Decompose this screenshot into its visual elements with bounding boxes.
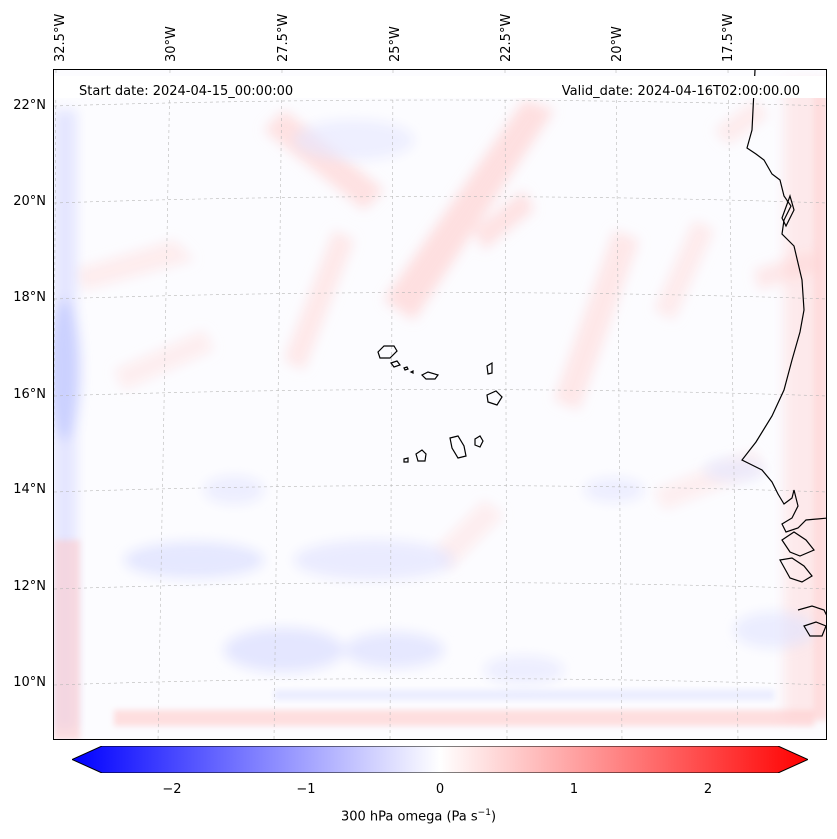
lon-label-27-5w: 27.5°W — [276, 13, 291, 62]
graticule — [54, 70, 826, 739]
lon-label-17-5w: 17.5°W — [721, 13, 736, 62]
lon-label-32-5w: 32.5°W — [53, 13, 68, 62]
boundary-artifacts — [54, 80, 826, 739]
lat-label-18n: 18°N — [13, 290, 46, 305]
lat-label-10n: 10°N — [13, 675, 46, 690]
positive-omega-regions — [74, 80, 824, 720]
lat-label-12n: 12°N — [13, 579, 46, 594]
colorbar-tick-minus-2: −2 — [162, 782, 182, 797]
valid-date-label: Valid_date: 2024-04-16T02:00:00.00 — [561, 84, 800, 99]
colorbar-tick-minus-1: −1 — [296, 782, 316, 797]
colorbar-label-prefix: 300 hPa omega (Pa s — [340, 809, 478, 825]
lon-label-30w: 30°W — [164, 26, 179, 62]
start-date-label: Start date: 2024-04-15_00:00:00 — [79, 84, 294, 99]
lon-label-22-5w: 22.5°W — [499, 13, 514, 62]
lat-label-22n: 22°N — [13, 98, 46, 113]
colorbar-label-suffix: ) — [490, 809, 497, 825]
colorbar — [72, 746, 808, 773]
lon-label-20w: 20°W — [610, 26, 625, 62]
colorbar-tick-0: 0 — [435, 782, 445, 797]
cape-verde-islands — [377, 345, 503, 463]
colorbar-label: 300 hPa omega (Pa s−1) — [0, 808, 837, 824]
field-background — [54, 70, 826, 739]
omega-field — [54, 70, 826, 739]
lat-label-16n: 16°N — [13, 387, 46, 402]
map-panel: Start date: 2024-04-15_00:00:00 Valid_da… — [53, 69, 827, 740]
date-header-band: Start date: 2024-04-15_00:00:00 Valid_da… — [54, 76, 826, 99]
colorbar-tick-1: 1 — [569, 782, 579, 797]
colorbar-gradient — [72, 746, 808, 773]
west-africa-coastline — [741, 70, 826, 637]
lon-label-25w: 25°W — [388, 26, 403, 62]
colorbar-tick-2: 2 — [703, 782, 713, 797]
lat-label-14n: 14°N — [13, 482, 46, 497]
colorbar-label-exponent: −1 — [477, 808, 491, 818]
lat-label-20n: 20°N — [13, 194, 46, 209]
